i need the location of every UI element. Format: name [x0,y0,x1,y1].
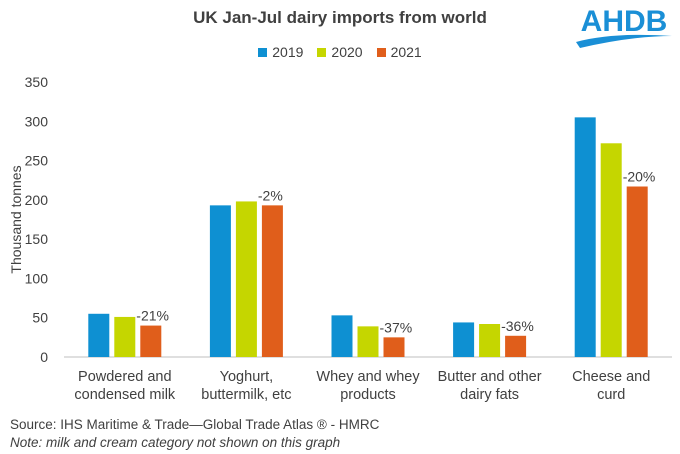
change-label: -37% [380,319,413,335]
bar-2019 [331,315,353,357]
change-label: -20% [623,169,656,185]
bar-2019 [88,313,110,357]
bar-2021 [383,337,405,357]
bar-2019 [209,205,231,357]
y-axis-title: Thousand tonnes [8,165,24,273]
bar-2019 [574,117,596,357]
category-label: buttermilk, etc [201,387,291,403]
legend-swatch [258,47,268,57]
bar-2020 [479,324,501,357]
category-label: products [340,387,396,403]
category-label: condensed milk [74,387,175,403]
y-tick-label: 350 [25,74,49,90]
legend-label: 2019 [272,44,304,60]
bar-2021 [261,205,283,357]
legend-item-2021: 2021 [376,44,422,60]
category-label: Butter and other [438,369,542,385]
category-label: Whey and whey [316,369,420,385]
legend-label: 2021 [390,44,422,60]
footer: Source: IHS Maritime & Trade—Global Trad… [10,416,379,452]
legend-item-2020: 2020 [317,44,363,60]
y-tick-label: 300 [25,113,49,129]
source-text: Source: IHS Maritime & Trade—Global Trad… [10,417,380,432]
change-label: -2% [258,187,283,203]
logo-swoosh [576,34,672,48]
bar-2020 [114,316,136,357]
legend-label: 2020 [331,44,363,60]
bar-2019 [453,322,475,357]
category-label: dairy fats [460,387,519,403]
category-label: Yoghurt, [220,369,273,385]
legend-swatch [317,47,327,57]
bar-2021 [626,186,648,357]
y-tick-label: 250 [25,153,49,169]
y-tick-label: 50 [32,310,48,326]
chart-title: UK Jan-Jul dairy imports from world [193,8,487,27]
legend: 2019 2020 2021 [0,44,680,60]
change-label: -21% [136,308,169,324]
bar-2020 [600,143,622,357]
y-tick-label: 200 [25,192,49,208]
y-tick-label: 0 [40,349,48,365]
y-tick-label: 150 [25,231,49,247]
change-label: -36% [501,318,534,334]
bar-2021 [505,335,527,357]
note-text: Note: milk and cream category not shown … [10,435,341,450]
ahdb-logo: AHDB [576,5,672,48]
bar-2020 [357,326,379,357]
legend-swatch [376,47,386,57]
y-tick-label: 100 [25,270,49,286]
category-label: Cheese and [572,369,650,385]
category-label: Powdered and [78,369,172,385]
legend-item-2019: 2019 [258,44,303,60]
logo-text: AHDB [581,5,668,38]
bar-2021 [140,325,162,357]
category-label: curd [597,387,625,403]
bar-2020 [235,201,257,357]
